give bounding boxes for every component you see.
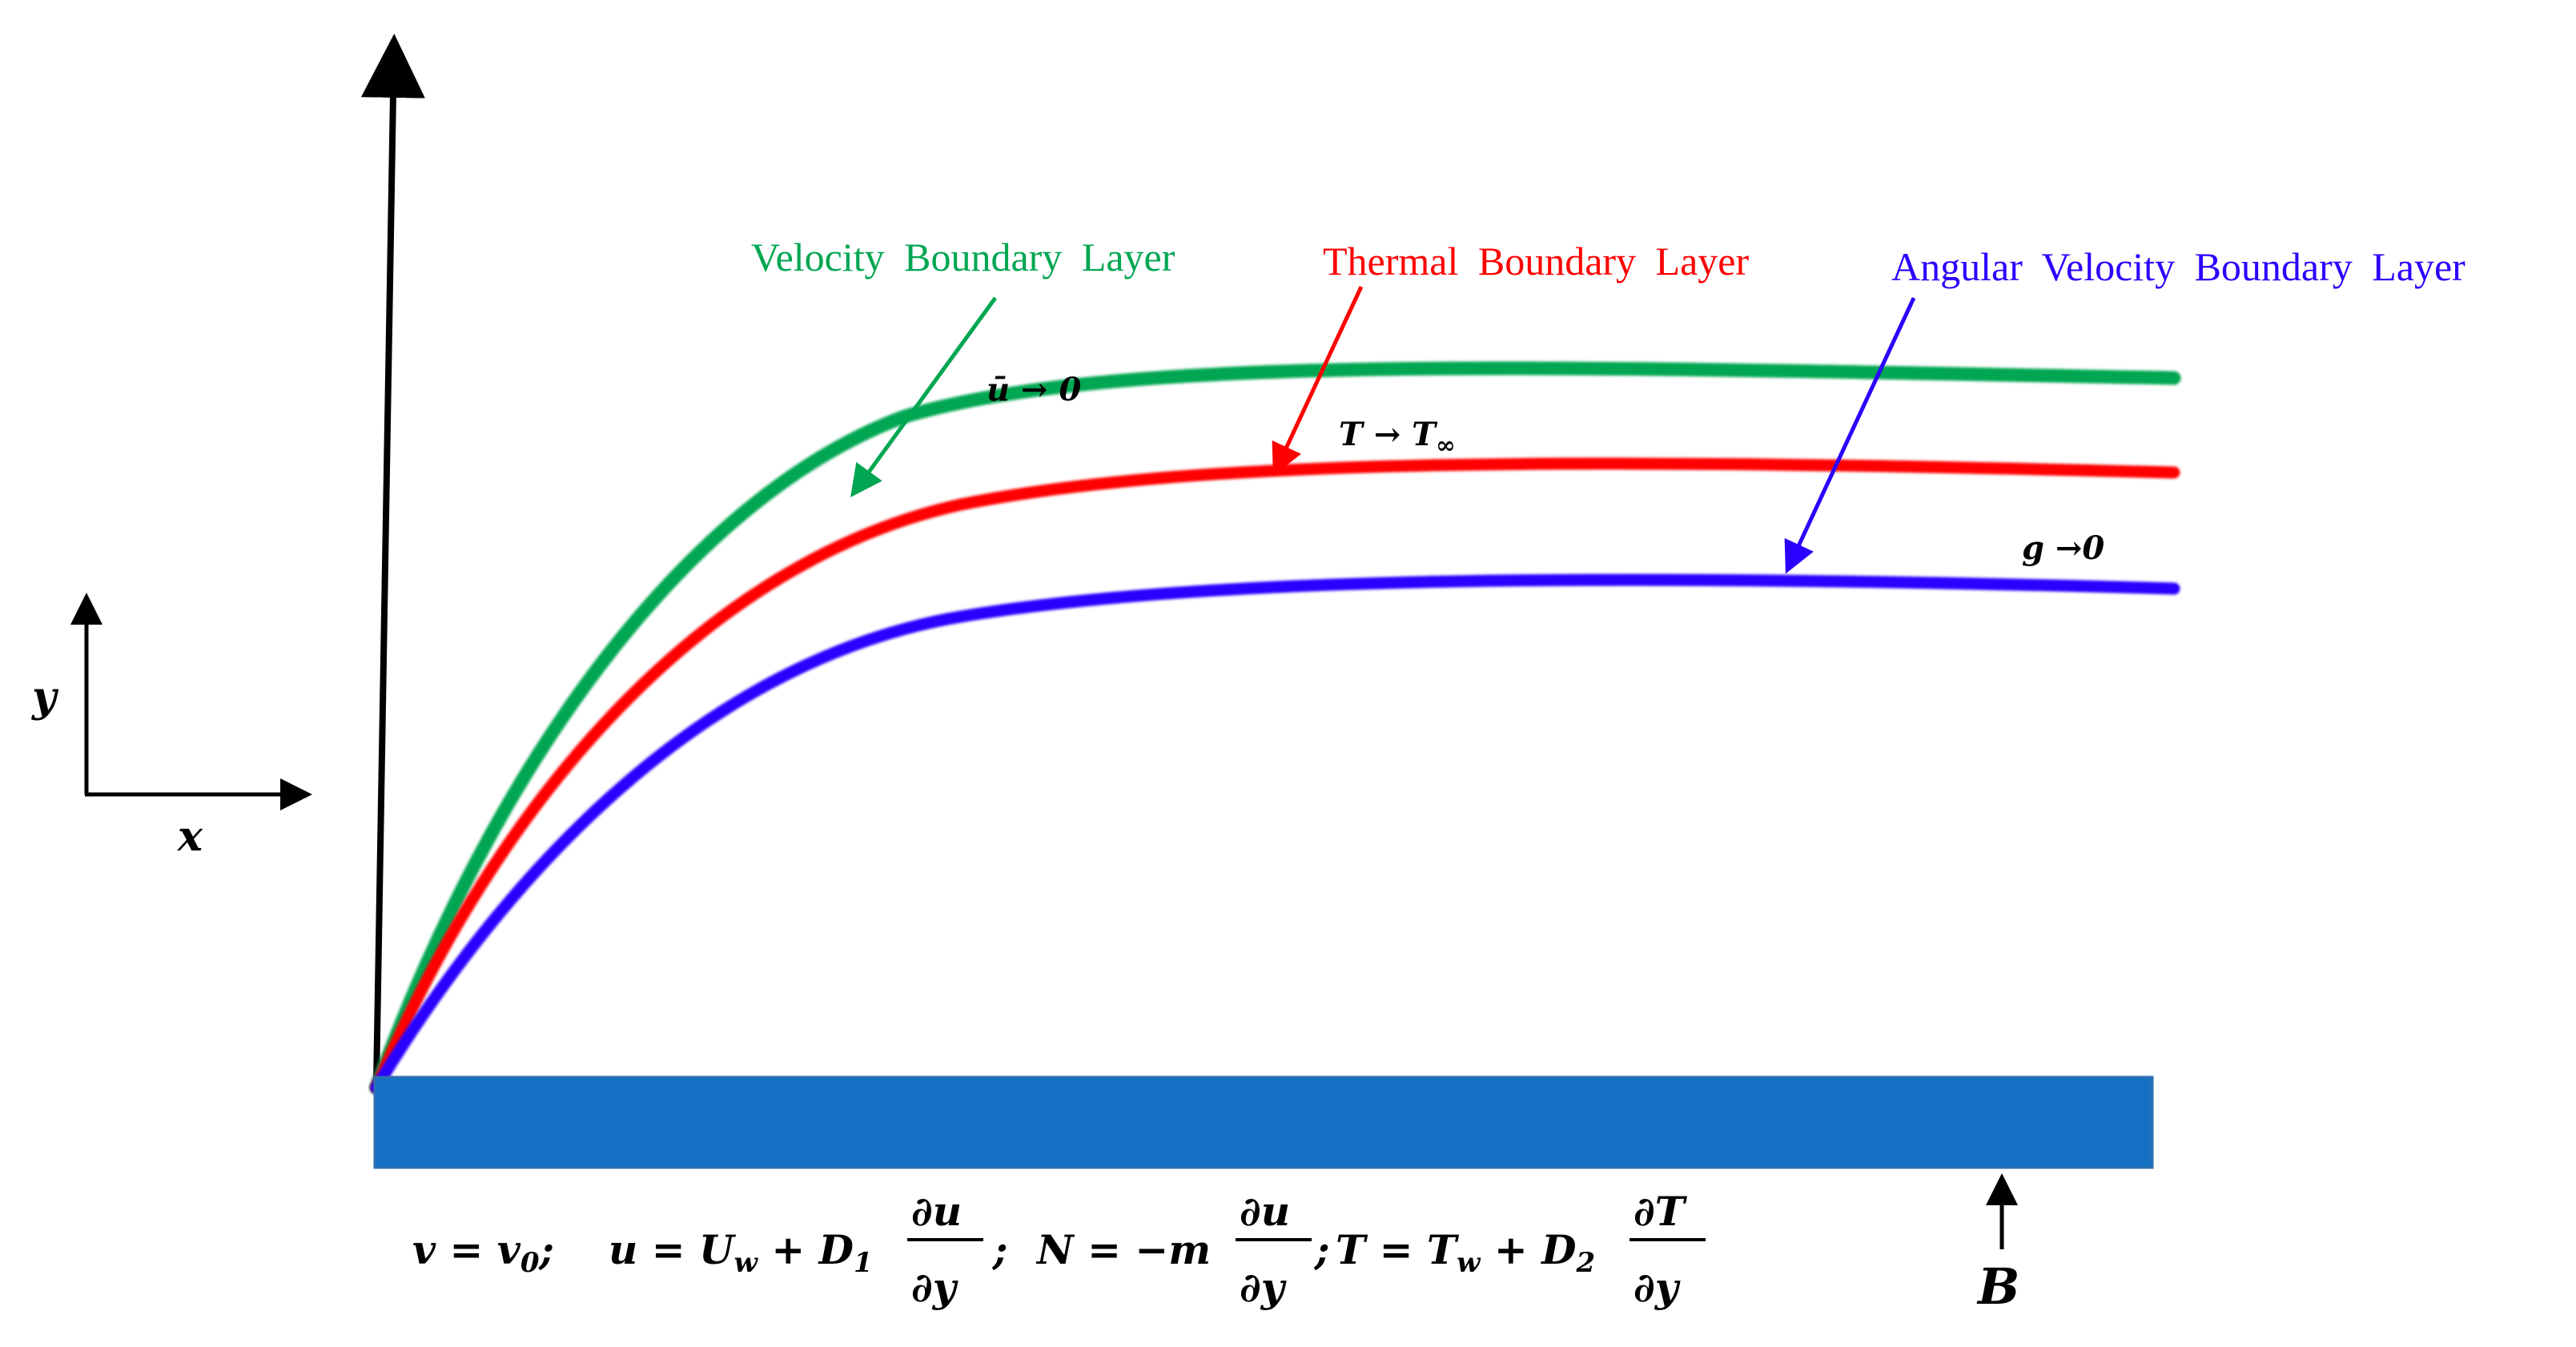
x-axis-label: x bbox=[177, 812, 203, 861]
angular-layer-label: Angular Velocity Boundary Layer bbox=[1891, 244, 2465, 289]
fraction-numerator: ∂u bbox=[1240, 1188, 1290, 1235]
fraction-denominator: ∂y bbox=[911, 1264, 958, 1311]
velocity-pointer-arrow bbox=[850, 296, 998, 498]
bc-temperature: T = Tw + D2 bbox=[1336, 1226, 1595, 1279]
bc-slip-velocity: u = Uw + D1 bbox=[609, 1226, 873, 1279]
boundary-conditions: v = v0; u = Uw + D1 ∂u ∂y ; N = −m ∂u ∂y… bbox=[412, 1188, 1706, 1311]
thermal-condition-main: T → T bbox=[1339, 416, 1438, 453]
velocity-condition: ū → 0 bbox=[987, 371, 1081, 408]
bc-microrotation: N = −m bbox=[1035, 1226, 1211, 1273]
magnetic-field-label: B bbox=[1976, 1257, 2019, 1316]
angular-pointer-arrow bbox=[1784, 296, 1916, 574]
thermal-pointer-arrow bbox=[1272, 285, 1364, 476]
fraction-numerator: ∂u bbox=[911, 1188, 962, 1235]
angular-velocity-boundary-layer-curve bbox=[370, 573, 2180, 1094]
y-axis-label: y bbox=[31, 673, 59, 722]
fraction-denominator: ∂y bbox=[1634, 1264, 1681, 1311]
velocity-layer-label: Velocity Boundary Layer bbox=[751, 235, 1175, 279]
bc-normal-velocity: v = v0; bbox=[412, 1226, 554, 1279]
thermal-boundary-layer-curve bbox=[370, 457, 2180, 1094]
surface-plate bbox=[373, 1076, 2154, 1169]
fraction-du-dy-1: ∂u ∂y bbox=[907, 1188, 983, 1311]
angular-condition: g →0 bbox=[2022, 529, 2104, 567]
fraction-numerator: ∂T bbox=[1634, 1188, 1688, 1235]
thermal-condition: T → T∞ bbox=[1339, 416, 1456, 460]
bc-semicolon-2: ; bbox=[1313, 1226, 1329, 1273]
thermal-layer-label: Thermal Boundary Layer bbox=[1323, 239, 1749, 283]
fraction-du-dy-2: ∂u ∂y bbox=[1236, 1188, 1312, 1311]
bc-semicolon-1: ; bbox=[991, 1226, 1007, 1273]
fraction-denominator: ∂y bbox=[1240, 1264, 1287, 1311]
main-vertical-axis bbox=[360, 34, 425, 1084]
coordinate-axes: y x bbox=[31, 593, 312, 861]
fraction-dT-dy: ∂T ∂y bbox=[1630, 1188, 1706, 1311]
thermal-condition-sub: ∞ bbox=[1436, 432, 1456, 460]
velocity-boundary-layer-curve bbox=[369, 361, 2181, 1095]
